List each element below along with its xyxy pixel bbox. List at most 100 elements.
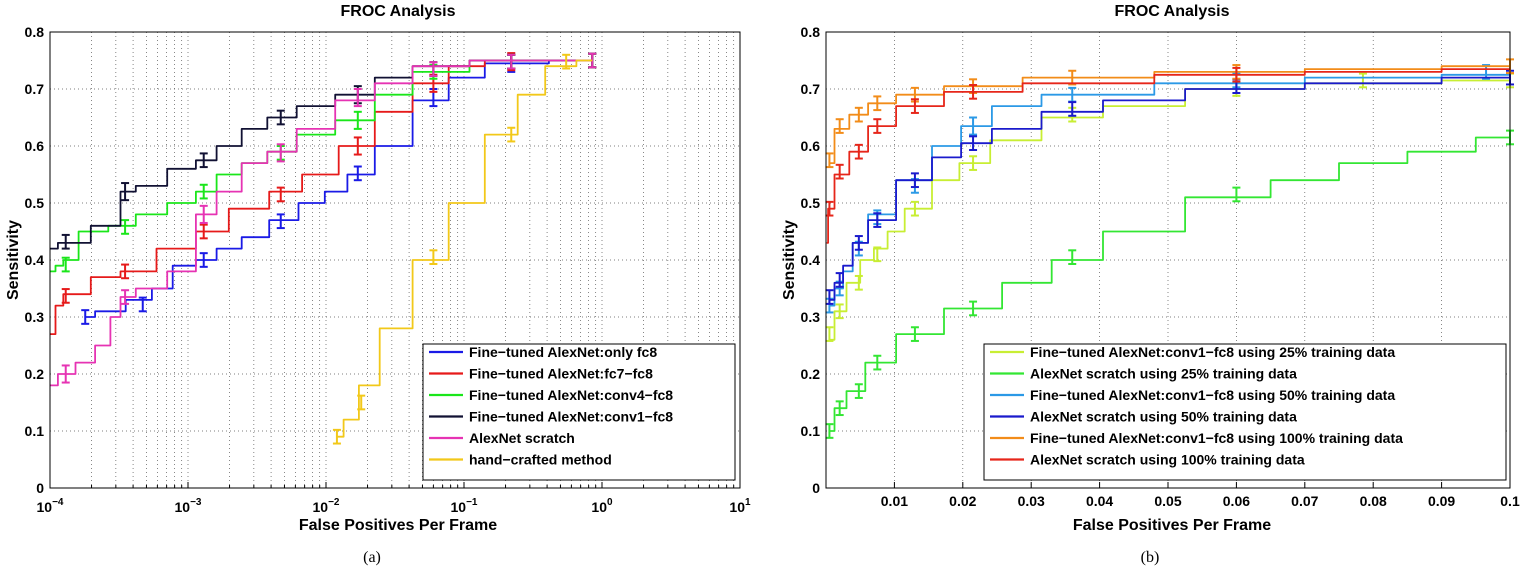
chart-a-legend-item-0: Fine−tuned AlexNet:only fc8 (429, 344, 657, 360)
error-bar (854, 274, 863, 291)
error-bar (825, 200, 834, 217)
y-tick-label: 0.7 (25, 81, 45, 97)
error-bar (873, 95, 882, 112)
error-bar (835, 303, 844, 320)
legend-label: Fine−tuned AlexNet:only fc8 (469, 344, 657, 360)
error-bar (969, 155, 978, 171)
legend-label: AlexNet scratch using 25% training data (1030, 366, 1297, 382)
chart-a: FROC Analysis 00.10.20.30.40.50.60.70.8 … (5, 3, 751, 566)
error-bar (276, 213, 285, 230)
legend-label: Fine−tuned AlexNet:conv1−fc8 using 100% … (1030, 430, 1403, 446)
error-bar (429, 61, 438, 77)
error-bar (854, 383, 863, 399)
y-tick-label: 0.3 (801, 309, 821, 325)
series-line (829, 65, 1510, 164)
chart-b-y-axis-label: Sensitivity (781, 220, 798, 300)
y-tick-label: 0.6 (801, 138, 821, 154)
chart-b-legend: Fine−tuned AlexNet:conv1−fc8 using 25% t… (983, 343, 1507, 481)
chart-b-series-4 (825, 58, 1514, 169)
error-bar (199, 252, 208, 268)
error-bar (507, 53, 516, 70)
error-bar (873, 212, 882, 228)
error-bar (353, 165, 362, 182)
series-line (336, 59, 593, 438)
error-bar (969, 116, 978, 136)
chart-b-plot-frame (825, 31, 1511, 489)
chart-a-legend-item-2: Fine−tuned AlexNet:conv4−fc8 (429, 387, 673, 403)
x-tick-label: 0.08 (1360, 493, 1387, 509)
error-bar (969, 300, 978, 317)
x-tick-label: 10−2 (313, 497, 340, 515)
chart-a-legend-item-5: hand−crafted method (429, 452, 612, 468)
error-bar (507, 126, 516, 143)
error-bar (61, 364, 70, 384)
chart-b-caption: (b) (1141, 549, 1160, 566)
chart-b-title: FROC Analysis (1115, 3, 1230, 20)
chart-a-legend: Fine−tuned AlexNet:only fc8 Fine−tuned Al… (422, 343, 736, 481)
error-bar (825, 423, 834, 439)
legend-label: Fine−tuned AlexNet:conv1−fc8 (469, 409, 673, 425)
error-bar (854, 235, 863, 251)
error-bar (1068, 101, 1077, 117)
error-bar (854, 106, 863, 123)
chart-a-legend-item-3: Fine−tuned AlexNet:conv1−fc8 (429, 409, 673, 425)
chart-a-plot-frame (49, 31, 741, 489)
legend-label: Fine−tuned AlexNet:conv4−fc8 (469, 387, 673, 403)
error-bar (835, 400, 844, 417)
x-tick-label: 0.02 (949, 493, 976, 509)
error-bar (835, 118, 844, 134)
error-bar (199, 223, 208, 240)
error-bar (1232, 186, 1241, 203)
chart-a-x-tick-labels: 10−4 10−3 10−2 10−1 100 101 (37, 497, 752, 515)
error-bar (825, 326, 834, 342)
chart-a-legend-box (422, 343, 736, 481)
error-bar (873, 354, 882, 371)
y-tick-label: 0.8 (801, 24, 821, 40)
error-bar (121, 263, 130, 280)
y-tick-label: 0 (812, 480, 820, 496)
error-bar (121, 182, 130, 202)
error-bar (835, 163, 844, 180)
error-bar (910, 200, 919, 217)
series-line (829, 76, 1510, 301)
chart-b-legend-item-5: AlexNet scratch using 100% training data (990, 452, 1305, 468)
chart-a-caption: (a) (363, 549, 381, 566)
error-bar (1358, 72, 1367, 89)
chart-a-y-axis-label: Sensitivity (5, 220, 22, 300)
x-tick-label: 0.01 (881, 493, 908, 509)
error-bar (429, 249, 438, 265)
legend-label: hand−crafted method (469, 452, 612, 468)
error-bar (353, 88, 362, 108)
error-bar (910, 326, 919, 342)
legend-label: Fine−tuned AlexNet:fc7−fc8 (469, 366, 653, 382)
error-bar (276, 186, 285, 203)
x-tick-label: 10−4 (37, 497, 64, 515)
chart-b-x-axis-label: False Positives Per Frame (1073, 517, 1271, 534)
y-tick-label: 0.6 (25, 138, 45, 154)
chart-b-series-group (825, 58, 1514, 439)
error-bar (276, 143, 285, 163)
series-line (85, 59, 593, 318)
error-bar (562, 53, 571, 70)
chart-b-legend-box (983, 343, 1507, 481)
error-bar (332, 428, 341, 445)
error-bar (910, 98, 919, 114)
error-bar (138, 296, 147, 313)
x-tick-label: 10−1 (451, 497, 478, 515)
chart-b-legend-item-2: Fine−tuned AlexNet:conv1−fc8 using 50% t… (990, 387, 1395, 403)
chart-b-legend-item-1: AlexNet scratch using 25% training data (990, 366, 1297, 382)
chart-a-series-group (50, 52, 597, 445)
chart-a-series-3 (50, 52, 597, 250)
error-bar (61, 233, 70, 250)
error-bar (825, 152, 834, 169)
chart-a-title: FROC Analysis (341, 3, 456, 20)
y-tick-label: 0.2 (25, 366, 45, 382)
chart-b-legend-item-0: Fine−tuned AlexNet:conv1−fc8 using 25% t… (990, 344, 1395, 360)
y-tick-label: 0.4 (25, 252, 45, 268)
chart-b: FROC Analysis 00.10.20.30.40.50.60.70.8 … (781, 3, 1520, 566)
chart-a-y-tick-labels: 0 0.1 0.2 0.3 0.4 0.5 0.6 0.7 0.8 (25, 24, 45, 496)
chart-a-series-2 (50, 52, 597, 273)
error-bar (969, 84, 978, 100)
y-tick-label: 0.8 (25, 24, 45, 40)
chart-b-legend-item-3: AlexNet scratch using 50% training data (990, 409, 1297, 425)
